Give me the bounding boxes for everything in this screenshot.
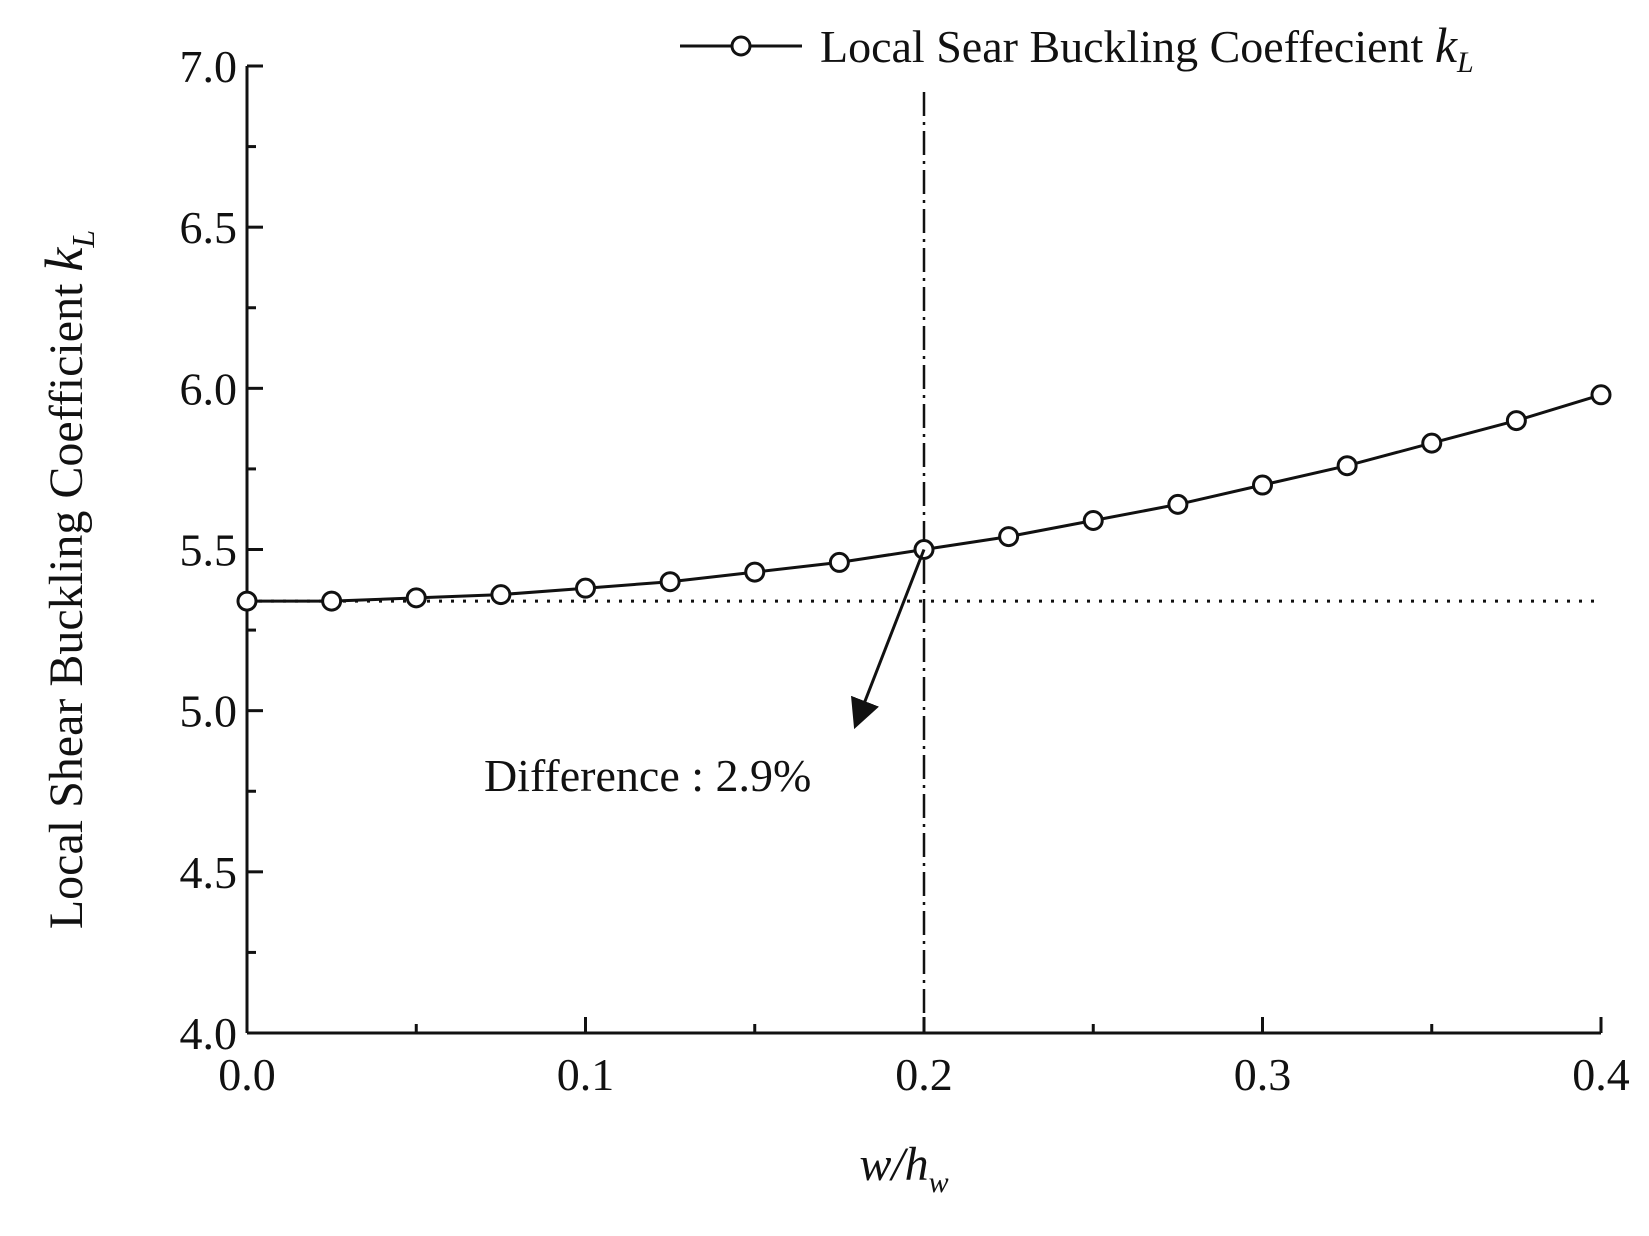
data-point <box>236 590 258 612</box>
data-point <box>1590 384 1612 406</box>
reference-lines <box>247 92 1601 1033</box>
axis-titles: w/hw Local Shear Buckling Coefficient kL <box>34 230 949 1199</box>
data-point <box>659 571 681 593</box>
data-point <box>1252 474 1273 496</box>
data-point <box>828 551 850 573</box>
legend-marker <box>730 35 752 57</box>
data-point <box>490 584 512 606</box>
x-tick-label: 0.2 <box>895 1049 953 1100</box>
x-tick-label: 0.3 <box>1234 1049 1292 1100</box>
x-tick-label: 0.1 <box>557 1049 615 1100</box>
data-point <box>405 587 427 609</box>
axes: 0.0 0.1 0.2 0.3 0.4 4.0 4.5 5.0 5.5 6.0 6.5 7.0 <box>180 41 1630 1100</box>
data-point <box>1421 432 1443 454</box>
y-tick-label: 6.5 <box>180 202 238 253</box>
legend: Local Sear Buckling Coeffecient kL <box>680 17 1474 79</box>
annotation-arrow <box>851 548 926 730</box>
x-tick-label: 0.4 <box>1572 1049 1630 1100</box>
y-tick-label: 4.0 <box>180 1008 238 1059</box>
y-tick-label: 7.0 <box>180 41 238 92</box>
x-tick-label: 0.0 <box>218 1049 276 1100</box>
y-tick-label: 5.0 <box>180 686 238 737</box>
data-point <box>744 561 766 583</box>
y-tick-label: 4.5 <box>180 847 238 898</box>
data-point <box>1167 493 1189 515</box>
data-point <box>321 590 343 612</box>
annotation-layer: Difference : 2.9% <box>484 548 926 801</box>
y-tick-label: 5.5 <box>180 525 238 576</box>
data-point <box>1082 509 1104 531</box>
annotation-text: Difference : 2.9% <box>484 750 811 801</box>
data-point <box>1505 410 1527 432</box>
data-point <box>998 526 1020 548</box>
legend-label: Local Sear Buckling Coeffecient kL <box>820 17 1474 79</box>
y-tick-label: 6.0 <box>180 363 238 414</box>
data-point <box>575 577 596 599</box>
x-axis-title: w/hw <box>859 1138 948 1199</box>
y-axis-title: Local Shear Buckling Coefficient kL <box>34 230 101 929</box>
data-point <box>1336 455 1358 477</box>
